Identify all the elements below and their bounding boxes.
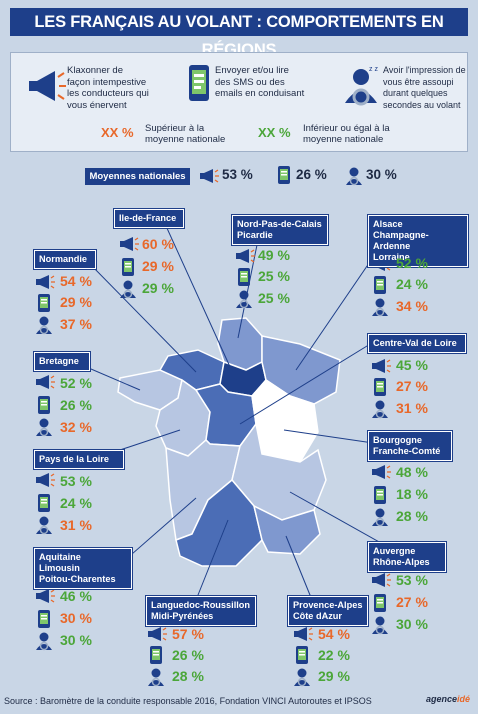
cvl-phone-value: 27 % (396, 378, 428, 394)
legend-box: z z Klaxonner de façon intempestive les … (10, 52, 468, 152)
logo-text: agence (426, 694, 458, 704)
page-title: LES FRANÇAIS AU VOLANT : COMPORTEMENTS E… (10, 8, 468, 59)
region-label-pdl: Pays de la Loire (34, 450, 124, 469)
region-label-acal: Alsace Champagne-Ardenne Lorraine (368, 215, 468, 267)
region-label-bfc: Bourgogne Franche-Comté (368, 431, 452, 461)
idf-drowsy-value: 29 % (142, 280, 174, 296)
region-label-idf: Ile-de-France (114, 209, 184, 228)
ara-horn-value: 53 % (396, 572, 428, 588)
npc-horn-value: 49 % (258, 247, 290, 263)
legend-horn-text: Klaxonner de façon intempestive les cond… (67, 65, 149, 111)
region-label-lrmp: Languedoc-Roussillon Midi-Pyrénées (146, 596, 256, 626)
alpc-horn-value: 46 % (60, 588, 92, 604)
ara-phone-value: 27 % (396, 594, 428, 610)
pdl-phone-value: 24 % (60, 495, 92, 511)
alpc-drowsy-value: 30 % (60, 632, 92, 648)
source-note: Source : Baromètre de la conduite respon… (4, 696, 372, 706)
legend-icons: z z (29, 65, 378, 106)
paca-horn-value: 54 % (318, 626, 350, 642)
acal-phone-value: 24 % (396, 276, 428, 292)
lrmp-drowsy-value: 28 % (172, 668, 204, 684)
region-label-paca: Provence-Alpes Côte dAzur (288, 596, 368, 626)
drowsy-driver-icon: z z (345, 66, 378, 106)
region-label-normandie: Normandie (34, 250, 96, 269)
france-map (117, 317, 341, 567)
npc-phone-value: 25 % (258, 268, 290, 284)
lrmp-phone-value: 26 % (172, 647, 204, 663)
legend-inferior-label: Inférieur ou égal à la moyenne nationale (303, 123, 390, 145)
lrmp-horn-value: 57 % (172, 626, 204, 642)
region-label-npc: Nord-Pas-de-Calais Picardie (232, 215, 328, 245)
acal-drowsy-value: 34 % (396, 298, 428, 314)
national-horn-value: 53 % (222, 167, 253, 182)
normandie-drowsy-value: 37 % (60, 316, 92, 332)
cvl-drowsy-value: 31 % (396, 400, 428, 416)
cvl-horn-value: 45 % (396, 357, 428, 373)
bretagne-drowsy-value: 32 % (60, 419, 92, 435)
acal-horn-value: 52 % (396, 255, 428, 271)
national-phone-value: 26 % (296, 167, 327, 182)
legend-inferior-sample: XX % (258, 125, 291, 140)
bfc-drowsy-value: 28 % (396, 508, 428, 524)
region-label-ara: Auvergne Rhône-Alpes (368, 542, 446, 572)
region-label-cvl: Centre-Val de Loire (368, 334, 466, 353)
region-label-alpc: Aquitaine Limousin Poitou-Charentes (34, 548, 132, 589)
idf-phone-value: 29 % (142, 258, 174, 274)
normandie-horn-value: 54 % (60, 273, 92, 289)
legend-drowsy-text: Avoir l'impression de vous être assoupi … (383, 65, 466, 110)
legend-superior-label: Supérieur à la moyenne nationale (145, 123, 226, 145)
bretagne-phone-value: 26 % (60, 397, 92, 413)
logo-mark: idé (457, 694, 471, 704)
bretagne-horn-value: 52 % (60, 375, 92, 391)
legend-phone-text: Envoyer et/ou lire des SMS ou des emails… (215, 65, 305, 99)
phone-icon (189, 65, 209, 101)
alpc-phone-value: 30 % (60, 610, 92, 626)
paca-phone-value: 22 % (318, 647, 350, 663)
legend-superior-sample: XX % (101, 125, 134, 140)
normandie-phone-value: 29 % (60, 294, 92, 310)
paca-drowsy-value: 29 % (318, 668, 350, 684)
pdl-horn-value: 53 % (60, 473, 92, 489)
region-label-bretagne: Bretagne (34, 352, 90, 371)
pdl-drowsy-value: 31 % (60, 517, 92, 533)
svg-text:z z: z z (369, 66, 378, 73)
national-drowsy-value: 30 % (366, 167, 397, 182)
agence-logo: agenceidé (426, 694, 470, 704)
idf-horn-value: 60 % (142, 236, 174, 252)
npc-drowsy-value: 25 % (258, 290, 290, 306)
horn-icon (29, 71, 66, 101)
bfc-phone-value: 18 % (396, 486, 428, 502)
bfc-horn-value: 48 % (396, 464, 428, 480)
ara-drowsy-value: 30 % (396, 616, 428, 632)
national-average-label: Moyennes nationales (85, 168, 190, 185)
